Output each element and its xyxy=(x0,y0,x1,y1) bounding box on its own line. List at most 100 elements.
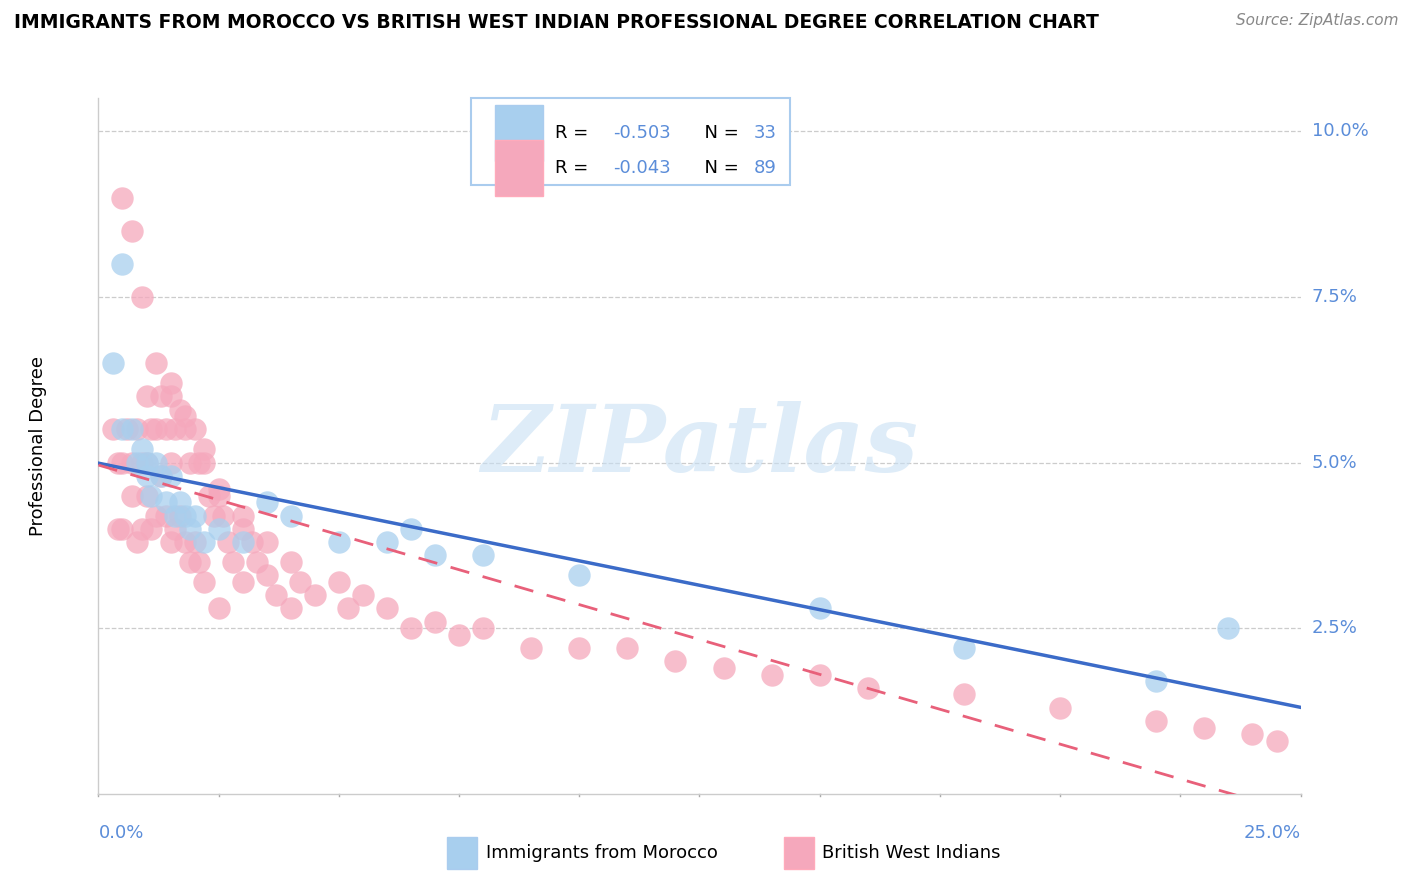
Point xyxy=(183,508,205,523)
Text: Professional Degree: Professional Degree xyxy=(30,356,48,536)
Point xyxy=(179,555,201,569)
Point xyxy=(183,535,205,549)
Point xyxy=(256,568,278,582)
Point xyxy=(159,468,181,483)
Text: 33: 33 xyxy=(754,124,776,142)
Point xyxy=(169,402,191,417)
Text: Immigrants from Morocco: Immigrants from Morocco xyxy=(485,844,717,862)
Point xyxy=(1049,700,1071,714)
Text: -0.043: -0.043 xyxy=(613,159,671,177)
Point xyxy=(193,442,215,457)
Point xyxy=(121,489,143,503)
Text: 2.5%: 2.5% xyxy=(1312,619,1358,637)
Point xyxy=(953,688,976,702)
Point xyxy=(159,456,181,470)
Point xyxy=(856,681,879,695)
Point xyxy=(117,422,139,436)
Text: 89: 89 xyxy=(754,159,776,177)
Point xyxy=(375,535,398,549)
Point xyxy=(399,522,422,536)
Point xyxy=(328,574,350,589)
Point xyxy=(1265,734,1288,748)
Point xyxy=(266,588,288,602)
Point xyxy=(232,508,254,523)
Point xyxy=(135,468,157,483)
Point xyxy=(208,489,231,503)
Text: 7.5%: 7.5% xyxy=(1312,288,1358,306)
Point xyxy=(141,422,163,436)
Point xyxy=(111,422,134,436)
Point xyxy=(159,389,181,403)
Point xyxy=(174,422,197,436)
Point xyxy=(135,456,157,470)
Text: British West Indians: British West Indians xyxy=(823,844,1001,862)
Point xyxy=(131,456,153,470)
Point xyxy=(145,508,167,523)
Point xyxy=(145,456,167,470)
Point xyxy=(208,601,231,615)
Point xyxy=(713,661,735,675)
Point xyxy=(232,535,254,549)
Point xyxy=(111,522,134,536)
Point xyxy=(179,522,201,536)
Point xyxy=(135,389,157,403)
Point xyxy=(111,456,134,470)
Point xyxy=(111,190,134,204)
Point xyxy=(423,615,446,629)
Point xyxy=(761,667,783,681)
Point xyxy=(165,508,187,523)
Point xyxy=(568,568,591,582)
Point xyxy=(149,389,172,403)
Point xyxy=(280,555,302,569)
Point xyxy=(155,508,177,523)
Point xyxy=(472,549,495,563)
Point xyxy=(240,535,263,549)
Text: Source: ZipAtlas.com: Source: ZipAtlas.com xyxy=(1236,13,1399,29)
Point xyxy=(174,409,197,424)
Text: -0.503: -0.503 xyxy=(613,124,671,142)
Point xyxy=(1144,674,1167,689)
Point xyxy=(1241,727,1264,741)
Point xyxy=(256,495,278,509)
Point xyxy=(616,641,638,656)
Point xyxy=(131,442,153,457)
Point xyxy=(375,601,398,615)
Point xyxy=(212,508,235,523)
Point xyxy=(149,468,172,483)
Point xyxy=(202,508,225,523)
Point xyxy=(1218,621,1240,635)
Bar xyxy=(783,838,814,869)
Point xyxy=(135,456,157,470)
Point xyxy=(159,535,181,549)
Point xyxy=(1194,721,1216,735)
Point xyxy=(352,588,374,602)
Point xyxy=(131,290,153,304)
Point xyxy=(188,456,211,470)
Point xyxy=(256,535,278,549)
Point xyxy=(280,508,302,523)
Point xyxy=(125,456,148,470)
Point xyxy=(101,422,124,436)
Point xyxy=(155,422,177,436)
Point xyxy=(232,522,254,536)
Point xyxy=(193,456,215,470)
Point xyxy=(198,489,221,503)
Point xyxy=(101,356,124,370)
Point xyxy=(337,601,360,615)
Point xyxy=(328,535,350,549)
Point xyxy=(808,601,831,615)
Point xyxy=(447,628,470,642)
Point xyxy=(169,508,191,523)
Text: N =: N = xyxy=(693,159,745,177)
Point xyxy=(520,641,543,656)
Text: 5.0%: 5.0% xyxy=(1312,453,1357,472)
Point xyxy=(246,555,269,569)
Point xyxy=(808,667,831,681)
Point xyxy=(159,376,181,390)
Text: ZIPatlas: ZIPatlas xyxy=(481,401,918,491)
Point xyxy=(111,257,134,271)
Point xyxy=(141,522,163,536)
Point xyxy=(399,621,422,635)
Text: N =: N = xyxy=(693,124,745,142)
Point xyxy=(280,601,302,615)
